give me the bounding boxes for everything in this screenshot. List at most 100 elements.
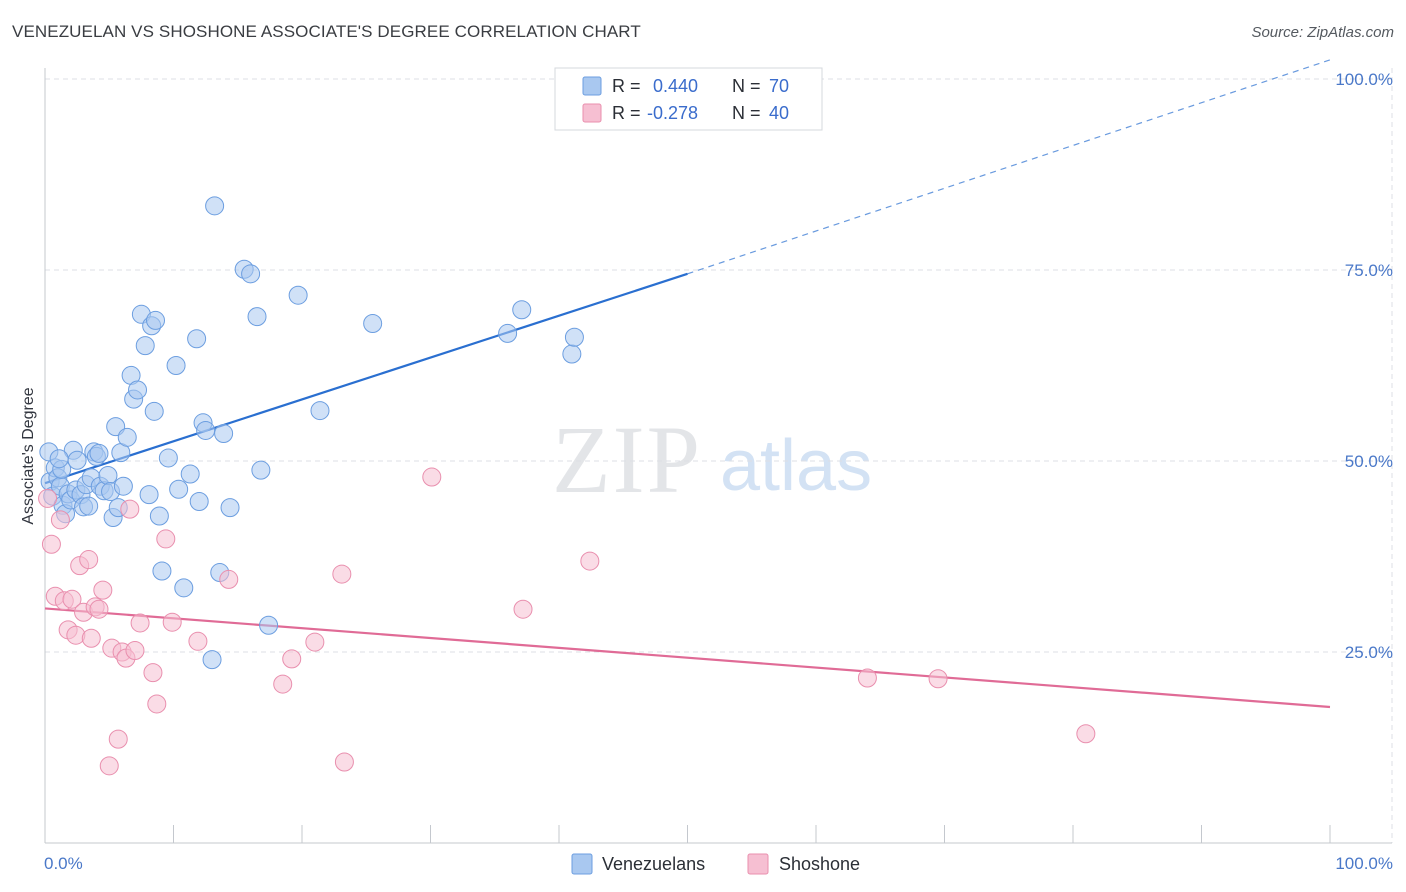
shoshone-point-30	[282, 649, 302, 669]
y-axis-label: Associate's Degree	[20, 387, 37, 524]
top-legend: R = 0.440 N = 70 R = -0.278 N = 40	[554, 67, 823, 131]
venezuelan-point-29	[113, 476, 133, 496]
venezuelan-point-61	[288, 285, 308, 305]
venezuelan-point-69	[89, 443, 109, 463]
x-tick-label-end: 100.0%	[1335, 854, 1393, 873]
shoshone-point-37	[857, 668, 877, 688]
trend-lines	[44, 59, 1331, 709]
venezuelan-point-55	[220, 498, 240, 518]
x-tick-label-start: 0.0%	[44, 854, 83, 873]
legend-n-label-shoshone: N =	[732, 103, 761, 123]
venezuelan-point-40	[149, 506, 169, 526]
shoshone-point-22	[130, 613, 150, 633]
legend-n-value-shoshone: 40	[769, 103, 789, 123]
venezuelan-point-59	[251, 460, 271, 480]
venezuelan-point-45	[174, 578, 194, 598]
shoshone-point-17	[108, 729, 128, 749]
shoshone-point-25	[156, 529, 176, 549]
shoshone-point-29	[273, 674, 293, 694]
venezuelan-point-43	[166, 356, 186, 375]
venezuelan-point-30	[117, 427, 137, 447]
venezuelan-point-68	[49, 449, 69, 469]
shoshone-point-21	[125, 640, 145, 660]
shoshone-point-7	[66, 625, 86, 645]
venezuelan-point-47	[187, 329, 207, 349]
venezuelan-point-39	[146, 310, 166, 330]
venezuelan-trend-extension	[687, 59, 1331, 275]
grid	[45, 68, 1393, 843]
venezuelan-point-67	[564, 327, 584, 347]
legend-n-value-venezuelans: 70	[769, 76, 789, 96]
venezuelan-point-54	[214, 423, 234, 443]
venezuelan-point-38	[144, 401, 164, 421]
y-tick-label-100: 100.0%	[1335, 70, 1393, 89]
bottom-legend-swatch-venezuelans	[571, 853, 593, 875]
legend-r-label-venezuelans: R =	[612, 76, 641, 96]
shoshone-point-23	[143, 663, 163, 683]
legend-n-label-venezuelans: N =	[732, 76, 761, 96]
venezuelan-trend-line	[44, 272, 688, 485]
venezuelan-point-51	[202, 650, 222, 670]
shoshone-trend-line	[44, 607, 1331, 709]
shoshone-point-27	[188, 631, 208, 651]
legend-r-value-shoshone: -0.278	[647, 103, 698, 123]
shoshone-point-15	[99, 756, 119, 776]
shoshone-point-39	[1076, 724, 1096, 744]
venezuelan-point-46	[180, 464, 200, 484]
shoshone-point-14	[93, 580, 113, 600]
shoshone-point-20	[120, 499, 140, 519]
shoshone-point-3	[50, 510, 70, 530]
shoshone-point-36	[580, 551, 600, 571]
venezuelan-point-65	[512, 300, 532, 320]
shoshone-point-33	[334, 752, 354, 772]
watermark-atlas: atlas	[720, 426, 872, 506]
shoshone-point-38	[928, 669, 948, 689]
venezuelan-point-23	[98, 466, 118, 486]
venezuelan-point-66	[562, 344, 582, 364]
venezuelan-point-17	[79, 496, 99, 516]
shoshone-point-28	[219, 569, 239, 589]
venezuelan-point-42	[158, 448, 178, 468]
venezuelan-point-35	[135, 336, 155, 356]
shoshone-point-6	[62, 589, 82, 609]
shoshone-point-13	[89, 599, 109, 619]
venezuelan-point-50	[196, 420, 216, 440]
bottom-legend-swatch-shoshone	[747, 853, 769, 875]
axes	[44, 68, 1392, 844]
shoshone-point-35	[513, 599, 533, 619]
venezuelan-point-64	[498, 323, 518, 343]
bottom-legend-label-shoshone: Shoshone	[779, 854, 860, 874]
venezuelan-point-57	[241, 264, 261, 284]
venezuelan-point-33	[128, 380, 148, 400]
bottom-legend-label-venezuelans: Venezuelans	[602, 854, 705, 874]
legend-swatch-venezuelans	[582, 76, 602, 96]
venezuelan-point-41	[152, 561, 172, 581]
legend-r-label-shoshone: R =	[612, 103, 641, 123]
watermark-zip: ZIP	[552, 406, 702, 513]
bottom-legend: Venezuelans Shoshone	[571, 853, 860, 875]
legend-r-value-venezuelans: 0.440	[653, 76, 698, 96]
venezuelan-point-44	[169, 479, 189, 499]
shoshone-point-10	[79, 550, 99, 570]
venezuelan-point-52	[205, 196, 225, 216]
shoshone-point-11	[81, 628, 101, 648]
shoshone-point-34	[422, 467, 442, 487]
venezuelan-point-13	[67, 450, 87, 470]
shoshone-point-31	[305, 632, 325, 652]
venezuelan-point-36	[139, 485, 159, 505]
y-tick-label-50: 50.0%	[1345, 452, 1393, 471]
shoshone-point-26	[162, 612, 182, 632]
chart-source: Source: ZipAtlas.com	[1251, 24, 1394, 41]
venezuelan-point-63	[363, 313, 383, 333]
venezuelan-point-60	[259, 615, 279, 635]
venezuelan-point-62	[310, 401, 330, 421]
data-points	[38, 196, 1096, 776]
tick-labels: 25.0% 50.0% 75.0% 100.0% 0.0% 100.0%	[44, 70, 1393, 873]
venezuelan-point-58	[247, 307, 267, 327]
shoshone-point-0	[38, 488, 58, 508]
shoshone-point-24	[147, 694, 167, 714]
y-tick-label-25: 25.0%	[1345, 643, 1393, 662]
shoshone-point-1	[41, 534, 61, 554]
legend-swatch-shoshone	[582, 103, 602, 123]
